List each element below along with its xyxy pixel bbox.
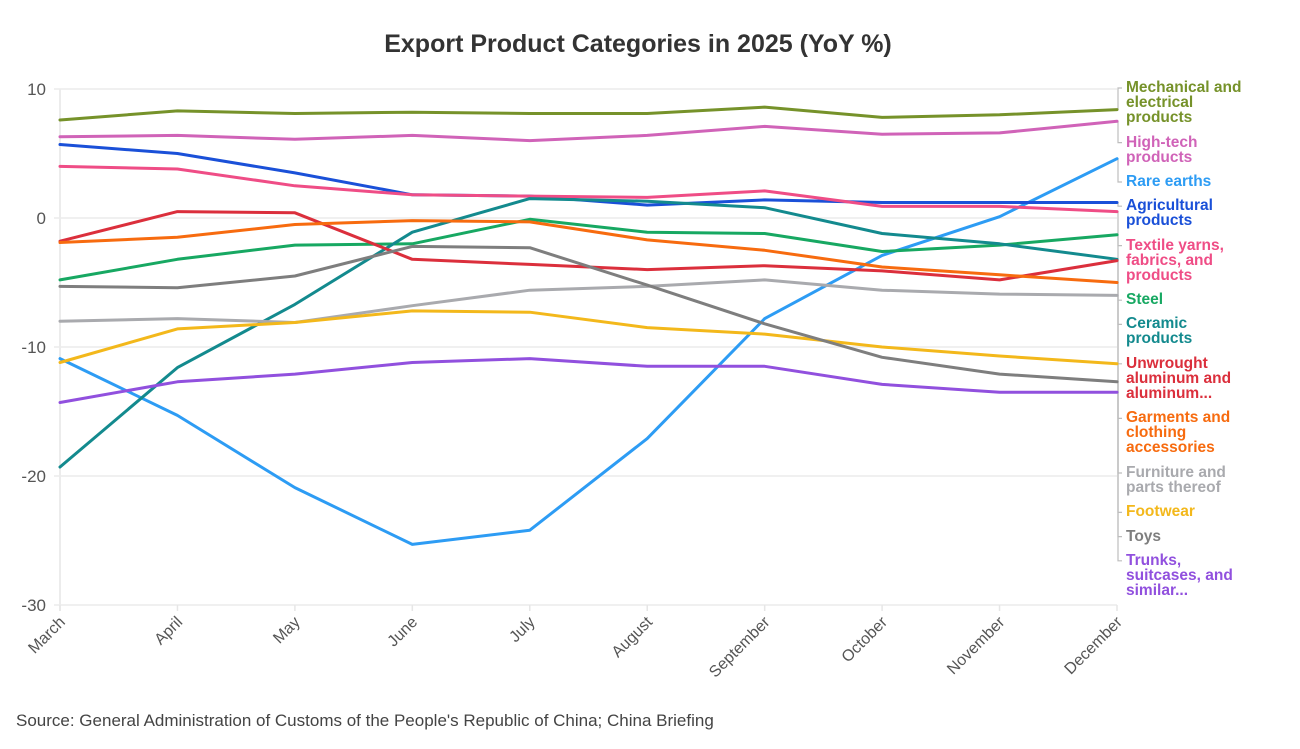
x-tick-label: June [385, 614, 422, 651]
series-line-mechanical-and-electrical-products [58, 105, 1119, 122]
legend-item: Trunks, suitcases, and similar... [1126, 551, 1296, 599]
legend-label-line: electrical [1126, 94, 1194, 111]
legend-label-line: products [1126, 212, 1193, 230]
series-line-ceramic-products [58, 197, 1119, 469]
series-line-footwear [58, 309, 1119, 366]
legend-item: Unwrought aluminum and aluminum... [1126, 354, 1296, 402]
x-tick-label: September [706, 613, 774, 681]
legend-label-line: products [1126, 266, 1193, 284]
legend-connector [1117, 391, 1122, 562]
series-lines [58, 105, 1119, 546]
legend-item: Garments and clothing accessories [1126, 409, 1296, 457]
legend-item: High-tech products [1126, 133, 1296, 166]
x-tick-label: March [25, 614, 68, 657]
legend-label-line: products [1126, 109, 1193, 126]
legend-label-line: Textile yarns, [1126, 236, 1224, 254]
legend-label-line: aluminum... [1126, 384, 1213, 402]
series-line-furniture-and-parts-thereof [58, 278, 1119, 324]
legend-label-line: similar... [1126, 581, 1189, 599]
legend-connector [1117, 87, 1122, 111]
legend-label-line: High-tech [1126, 133, 1198, 151]
legend-label-line: accessories [1126, 439, 1215, 457]
legend-label-line: Trunks, [1126, 551, 1182, 569]
series-line-unwrought-aluminum-and-aluminum [58, 210, 1119, 282]
x-tick-label: July [506, 614, 538, 646]
legend-item: Footwear [1126, 503, 1296, 521]
legend-item: Ceramic products [1126, 315, 1296, 348]
legend-label-line: aluminum and [1126, 369, 1232, 387]
legend-item: Rare earths [1126, 173, 1296, 190]
legend-label-line: Rare earths [1126, 173, 1212, 190]
legend-label-line: Unwrought [1126, 354, 1208, 372]
x-tick-label: October [839, 613, 892, 666]
legend-label-line: suitcases, and [1126, 566, 1233, 584]
series-line-trunks-suitcases-and-similar [58, 357, 1119, 404]
legend-label-line: Steel [1126, 291, 1164, 309]
y-axis-ticks: 10 0 -10 -20 -30 [21, 80, 46, 615]
legend-label-line: products [1126, 330, 1193, 348]
legend-label-line: Footwear [1126, 503, 1195, 521]
legend-item: Toys [1126, 527, 1296, 545]
legend-label-line: Ceramic [1126, 315, 1188, 333]
legend-label-line: parts thereof [1126, 479, 1221, 496]
legend-label-line: clothing [1126, 424, 1187, 442]
series-line-rare-earths [58, 157, 1119, 546]
legend-item: Steel [1126, 291, 1296, 309]
legend-item: Furniture and parts thereof [1126, 464, 1296, 496]
legend-connector [1117, 120, 1122, 144]
y-tick-label: -30 [21, 596, 46, 615]
y-tick-label: 10 [27, 80, 46, 99]
gridlines [54, 88, 1117, 611]
legend-label-line: Garments and [1126, 409, 1231, 427]
series-line-toys [58, 244, 1119, 384]
y-tick-label: -10 [21, 338, 46, 357]
series-line-high-tech-products [58, 119, 1119, 143]
legend-item: Textile yarns, fabrics, and products [1126, 236, 1296, 284]
legend-label-line: Toys [1126, 527, 1162, 545]
legend-label-line: Furniture and [1126, 464, 1226, 481]
x-axis-ticks: March April May June July August September Octo… [25, 605, 1126, 681]
legend-item: Mechanical and electrical products [1126, 79, 1296, 126]
legend-label-line: fabrics, and [1126, 251, 1213, 269]
series-line-steel [58, 217, 1119, 282]
y-tick-label: -20 [21, 467, 46, 486]
legend-label-line: products [1126, 148, 1193, 166]
legend-label-line: Mechanical and [1126, 79, 1242, 96]
x-tick-label: April [152, 614, 187, 649]
series-line-garments-and-clothing-accessories [58, 219, 1119, 284]
x-tick-label: May [270, 614, 303, 647]
legend-item: Agricultural products [1126, 197, 1296, 230]
y-tick-label: 0 [37, 209, 46, 228]
x-tick-label: December [1062, 613, 1127, 678]
chart-title: Export Product Categories in 2025 (YoY %… [384, 30, 892, 58]
source-note: Source: General Administration of Custom… [16, 711, 714, 730]
legend-connector [1117, 158, 1122, 183]
x-tick-label: November [944, 613, 1009, 678]
series-line-textile-yarns-fabrics-and-products [58, 164, 1119, 214]
legend-label-line: Agricultural [1126, 197, 1213, 215]
x-tick-label: August [609, 613, 657, 661]
